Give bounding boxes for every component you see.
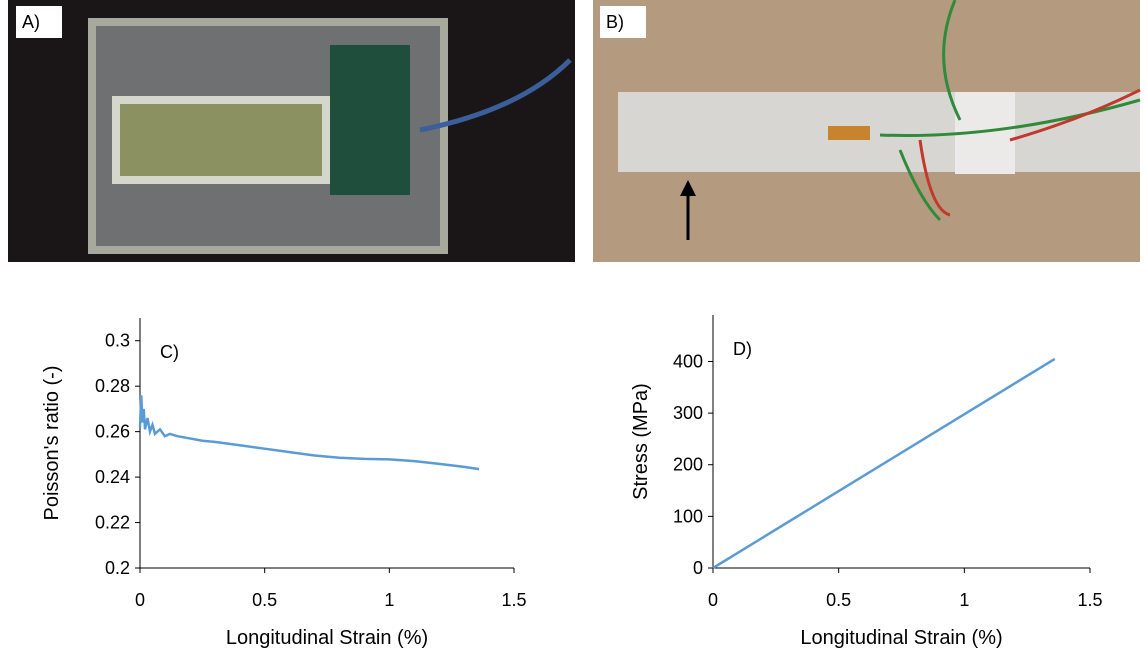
y-tick-label: 0: [693, 558, 703, 578]
y-tick-label: 0.2: [105, 558, 130, 578]
x-tick-label: 1: [959, 590, 969, 610]
y-tick-label: 300: [673, 403, 703, 423]
x-tick-label: 0.5: [826, 590, 851, 610]
photo-b: B): [593, 0, 1141, 262]
y-tick-label: 0.28: [95, 376, 130, 396]
y-tick-label: 100: [673, 506, 703, 526]
x-tick-label: 0: [135, 590, 145, 610]
x-tick-label: 1: [384, 590, 394, 610]
y-tick-label: 400: [673, 351, 703, 371]
y-axis-label: Poisson's ratio (-): [41, 366, 63, 521]
x-axis-label: Longitudinal Strain (%): [226, 627, 428, 649]
photo-a: A): [8, 0, 575, 262]
x-tick-label: 1.5: [1077, 590, 1102, 610]
data-line: [138, 395, 480, 471]
annotation: D): [733, 339, 752, 359]
y-tick-label: 0.24: [95, 467, 130, 487]
data-line: [712, 357, 1056, 570]
panel-label: A): [22, 12, 40, 32]
y-tick-label: 0.26: [95, 422, 130, 442]
y-axis-label: Stress (MPa): [630, 383, 652, 500]
annotation: C): [160, 342, 179, 362]
y-tick-label: 200: [673, 455, 703, 475]
panel-label: B): [606, 12, 624, 32]
x-axis-label: Longitudinal Strain (%): [800, 627, 1002, 649]
y-tick-label: 0.22: [95, 513, 130, 533]
x-tick-label: 0.5: [252, 590, 277, 610]
y-tick-label: 0.3: [105, 331, 130, 351]
x-tick-label: 1.5: [501, 590, 526, 610]
x-tick-label: 0: [708, 590, 718, 610]
